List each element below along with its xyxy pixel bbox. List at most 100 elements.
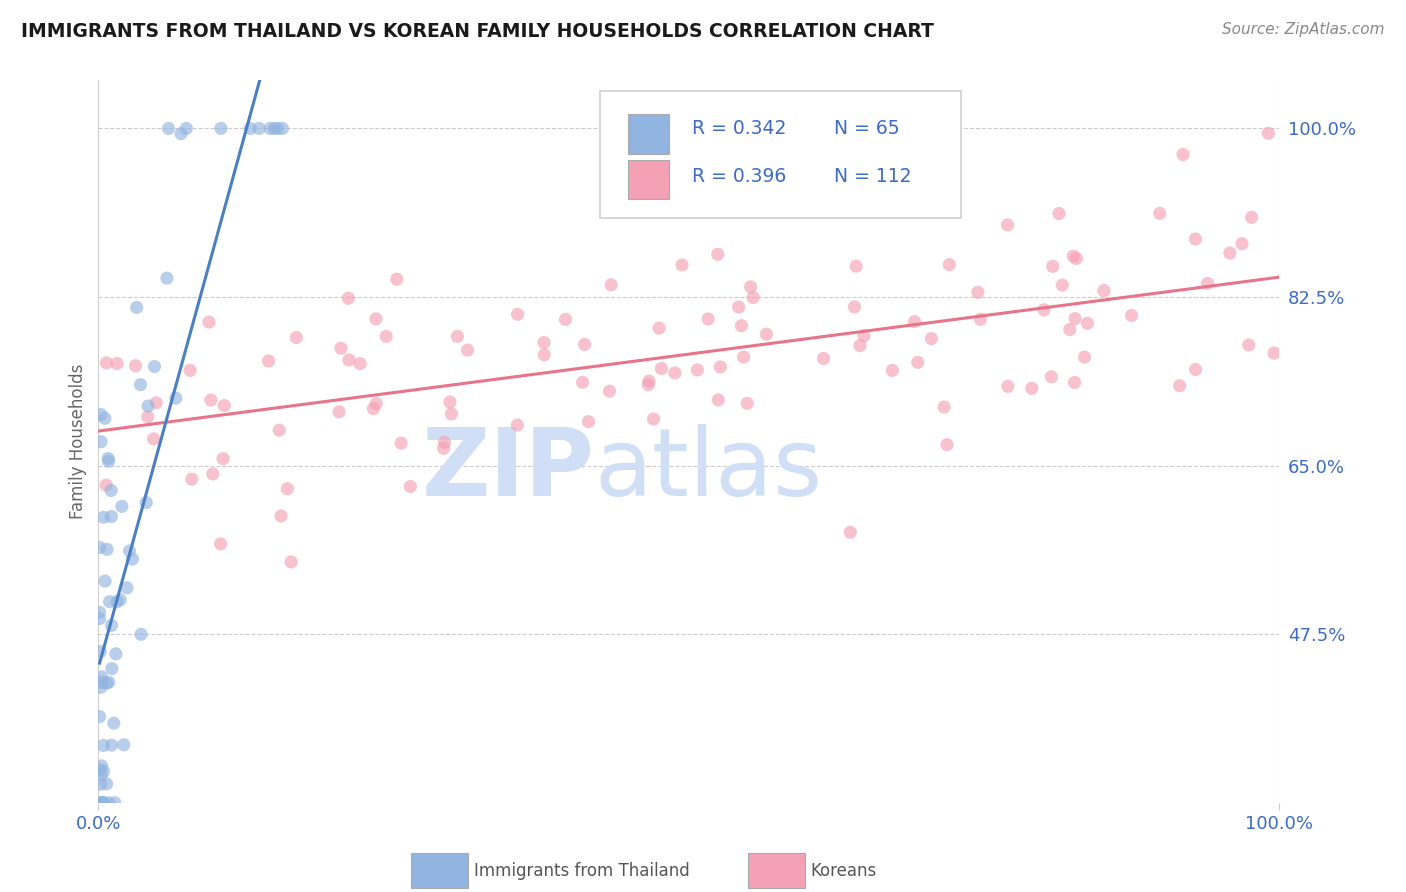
Point — [849, 338, 872, 352]
Point — [90, 759, 112, 773]
Point — [97, 454, 120, 468]
Point — [433, 442, 456, 456]
Point — [399, 479, 422, 493]
Point — [91, 796, 114, 810]
Point — [100, 509, 122, 524]
Point — [266, 121, 288, 136]
Point — [1021, 381, 1043, 395]
Point — [110, 592, 132, 607]
Point — [457, 343, 479, 358]
Point — [90, 434, 112, 449]
Point — [90, 681, 112, 695]
Point — [1121, 309, 1143, 323]
Point — [903, 315, 925, 329]
Point — [93, 764, 115, 779]
Point — [1197, 277, 1219, 291]
Point — [90, 796, 112, 810]
Point — [571, 376, 593, 390]
Point — [90, 408, 112, 422]
Point — [967, 285, 990, 300]
Point — [115, 581, 138, 595]
Point — [440, 407, 463, 421]
Point — [1092, 284, 1115, 298]
Point — [90, 777, 112, 791]
Point — [1052, 278, 1074, 293]
Point — [212, 451, 235, 466]
Point — [506, 418, 529, 433]
Point — [697, 312, 720, 326]
Point — [707, 392, 730, 407]
Text: ZIP: ZIP — [422, 425, 595, 516]
FancyBboxPatch shape — [627, 114, 669, 154]
Point — [91, 739, 114, 753]
Point — [1063, 376, 1085, 390]
Point — [1257, 126, 1279, 140]
Point — [349, 357, 371, 371]
Point — [1040, 369, 1063, 384]
Point — [578, 415, 600, 429]
Point — [96, 542, 118, 557]
FancyBboxPatch shape — [412, 854, 468, 888]
Point — [852, 328, 875, 343]
Point — [1230, 236, 1253, 251]
Point — [91, 796, 114, 810]
Point — [433, 435, 456, 450]
Point — [997, 379, 1019, 393]
Point — [280, 555, 302, 569]
Point — [209, 537, 232, 551]
Point — [247, 121, 270, 136]
Point — [90, 675, 112, 690]
Point — [201, 467, 224, 481]
Point — [89, 796, 111, 810]
Point — [200, 393, 222, 408]
Point — [1184, 232, 1206, 246]
Point — [90, 670, 112, 684]
Point — [755, 327, 778, 342]
Text: R = 0.342: R = 0.342 — [693, 120, 787, 138]
FancyBboxPatch shape — [600, 91, 960, 218]
Point — [907, 355, 929, 369]
Point — [97, 451, 120, 466]
Point — [364, 311, 387, 326]
FancyBboxPatch shape — [748, 854, 804, 888]
Point — [1237, 338, 1260, 352]
Point — [934, 400, 956, 414]
Point — [1240, 211, 1263, 225]
Point — [176, 121, 198, 136]
Point — [1263, 346, 1285, 360]
Point — [839, 525, 862, 540]
Point — [257, 354, 280, 368]
Point — [600, 277, 623, 292]
Point — [650, 361, 672, 376]
Point — [270, 508, 292, 523]
Point — [96, 478, 118, 492]
Point — [129, 627, 152, 641]
Point — [533, 335, 555, 350]
Point — [89, 611, 111, 625]
Point — [506, 307, 529, 321]
Point — [97, 796, 120, 810]
Point — [145, 396, 167, 410]
Point — [375, 329, 398, 343]
Point — [330, 341, 353, 355]
Point — [129, 377, 152, 392]
Point — [111, 500, 134, 514]
Point — [209, 121, 232, 136]
Point — [156, 271, 179, 285]
Point — [93, 796, 115, 810]
Point — [709, 359, 731, 374]
Point — [135, 495, 157, 509]
Point — [1168, 378, 1191, 392]
Point — [198, 315, 221, 329]
Point — [97, 675, 120, 690]
FancyBboxPatch shape — [627, 160, 669, 200]
Point — [94, 411, 117, 425]
Point — [742, 291, 765, 305]
Point — [179, 363, 201, 377]
Point — [882, 363, 904, 377]
Point — [1033, 302, 1056, 317]
Point — [638, 374, 661, 388]
Point — [121, 552, 143, 566]
Point — [936, 437, 959, 451]
Point — [269, 423, 291, 437]
